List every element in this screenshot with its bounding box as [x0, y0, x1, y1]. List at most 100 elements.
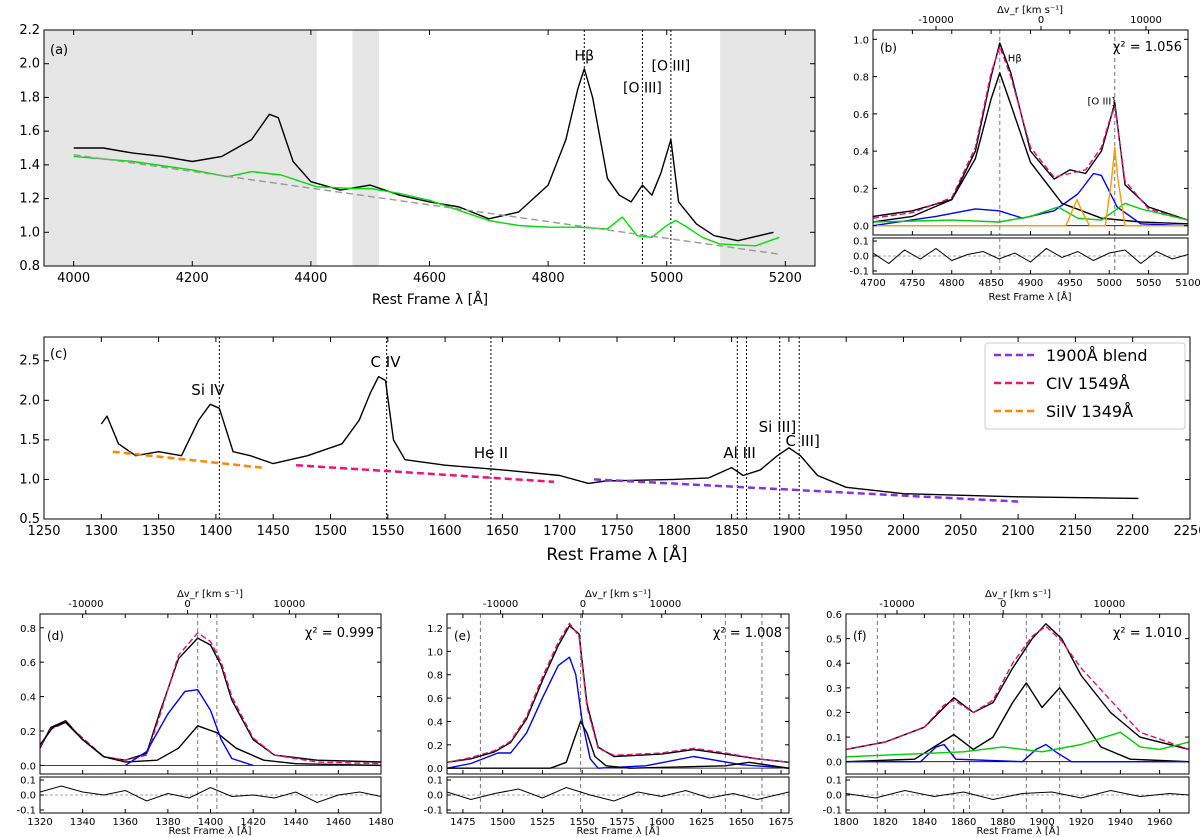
axis-ticks: 1475 1500 1525 1550 1575 1600 1625 1650 16750.00… — [423, 599, 793, 828]
panel-c: 1250 1300 1350 1400 1450 1500 1550 1600 1650 1700… — [19, 336, 1200, 565]
top-tick-label: 10000 — [649, 599, 681, 610]
x-tick-label: 1650 — [486, 524, 519, 539]
panel-label: (b) — [880, 41, 897, 55]
x-tick-label: 1900 — [772, 524, 805, 539]
top-axis-label: Δv_r [km s⁻¹] — [585, 589, 651, 600]
plot-frame — [845, 613, 1190, 775]
y-tick-label: 1.4 — [19, 158, 40, 173]
annotation-label: [O III] — [623, 80, 662, 96]
panel-label: (a) — [50, 43, 68, 58]
top-tick-label: 10000 — [1130, 15, 1162, 26]
series-residual — [846, 789, 1189, 801]
top-axis-label: Δv_r [km s⁻¹] — [985, 589, 1051, 600]
x-tick-label: 1820 — [872, 817, 897, 828]
annotations: Hβ [O III] — [1008, 54, 1116, 108]
top-tick-label: 0 — [184, 599, 190, 610]
x-tick-label: 1550 — [569, 817, 594, 828]
y-tick-label: 1.5 — [19, 433, 40, 448]
y-tick-label: 0.2 — [20, 727, 36, 738]
series-group — [73, 68, 780, 255]
x-tick-label: 1340 — [70, 817, 95, 828]
top-tick-label: -10000 — [483, 599, 518, 610]
y-tick-label: 0.0 — [853, 222, 869, 233]
chi2-label: χ² = 1.008 — [713, 626, 782, 641]
top-tick-label: 0 — [1038, 15, 1044, 26]
series-residual — [873, 247, 1188, 265]
annotation-label: Al III — [723, 444, 755, 462]
residual-y-tick-label: -0.1 — [849, 267, 869, 278]
residual-y-tick-label: 0.0 — [427, 791, 443, 802]
annotation-label: Hβ — [1008, 54, 1022, 65]
x-axis-label: Rest Frame λ [Å] — [372, 291, 488, 308]
chi2-label: χ² = 0.999 — [305, 626, 374, 641]
residual-series — [447, 786, 789, 802]
x-tick-label: 1400 — [199, 524, 232, 539]
series-total-model — [447, 622, 789, 763]
x-tick-label: 1850 — [715, 524, 748, 539]
series-data — [873, 42, 1188, 221]
residual-y-tick-label: -0.1 — [822, 806, 842, 817]
x-tick-label: 1675 — [768, 817, 793, 828]
series-residual — [447, 786, 789, 802]
x-tick-label: 2050 — [944, 524, 977, 539]
y-tick-label: 0.6 — [826, 610, 842, 621]
chi2-label: χ² = 1.010 — [1113, 626, 1182, 641]
x-tick-label: 4400 — [294, 271, 327, 286]
x-tick-label: 1350 — [142, 524, 175, 539]
x-axis-label: Rest Frame λ [Å] — [546, 543, 687, 565]
series-data — [447, 625, 789, 763]
y-tick-label: 1.2 — [427, 624, 443, 635]
x-tick-label: 1480 — [368, 817, 393, 828]
plot-frame — [872, 29, 1189, 236]
x-tick-label: 1900 — [1029, 817, 1054, 828]
y-tick-label: 0.3 — [826, 684, 842, 695]
panel-label: (e) — [454, 629, 471, 643]
panel-e: 1475 1500 1525 1550 1575 1600 1625 1650 16750.00… — [423, 589, 793, 837]
x-tick-label: 1475 — [450, 817, 475, 828]
residual-y-tick-label: 0.0 — [826, 791, 842, 802]
series-group — [873, 42, 1188, 227]
annotation-label: [O III] — [651, 58, 690, 74]
x-tick-label: 1500 — [314, 524, 347, 539]
series-1900-blend — [594, 478, 1019, 503]
x-tick-label: 2150 — [1059, 524, 1092, 539]
x-tick-label: 1860 — [951, 817, 976, 828]
top-tick-label: 0 — [580, 599, 586, 610]
residual-y-tick-label: 0.1 — [853, 237, 869, 248]
series-total-model — [873, 46, 1188, 221]
x-tick-label: 1250 — [27, 524, 60, 539]
y-tick-label: 0.4 — [826, 659, 842, 670]
series-broad-h- — [873, 72, 1188, 225]
x-tick-label: 4000 — [57, 271, 90, 286]
x-tick-label: 1600 — [429, 524, 462, 539]
residual-y-tick-label: 0.1 — [20, 776, 36, 787]
y-tick-label: 1.2 — [19, 192, 40, 207]
x-tick-label: 1625 — [689, 817, 714, 828]
legend-label-siiv: SiIV 1349Å — [1046, 402, 1133, 421]
x-tick-label: 1320 — [27, 817, 52, 828]
series-blue-h- — [873, 172, 1188, 227]
y-tick-label: 0.8 — [20, 624, 36, 635]
series-spectrum — [73, 68, 774, 242]
x-tick-label: 1550 — [371, 524, 404, 539]
x-tick-label: 5000 — [650, 271, 683, 286]
x-tick-label: 1400 — [198, 817, 223, 828]
axis-ticks: 4000 4200 4400 4600 4800 5000 5200 0.8 1.0 1.2 1.4… — [19, 23, 815, 286]
x-tick-label: 1650 — [729, 817, 754, 828]
residual-y-tick-label: -0.1 — [16, 806, 36, 817]
panel-f: 1800 1820 1840 1860 1880 1900 1920 1940 1960 0.0 0… — [822, 589, 1190, 837]
y-tick-label: 0.6 — [20, 658, 36, 669]
top-tick-label: 10000 — [273, 599, 305, 610]
series-blue-c-iv — [447, 656, 789, 769]
annotation-label: [O III] — [1088, 97, 1116, 108]
x-tick-label: 1840 — [912, 817, 937, 828]
y-tick-label: 0.0 — [20, 761, 36, 772]
x-tick-label: 1450 — [257, 524, 290, 539]
top-axis-label: Δv_r [km s⁻¹] — [997, 5, 1063, 16]
axis-ticks: 1320 1340 1360 1380 1400 1420 1440 1460 1480 0.0 0… — [16, 599, 393, 828]
panel-label: (d) — [47, 629, 64, 643]
y-tick-label: 0.2 — [853, 184, 869, 195]
residual-y-tick-label: 0.0 — [853, 252, 869, 263]
